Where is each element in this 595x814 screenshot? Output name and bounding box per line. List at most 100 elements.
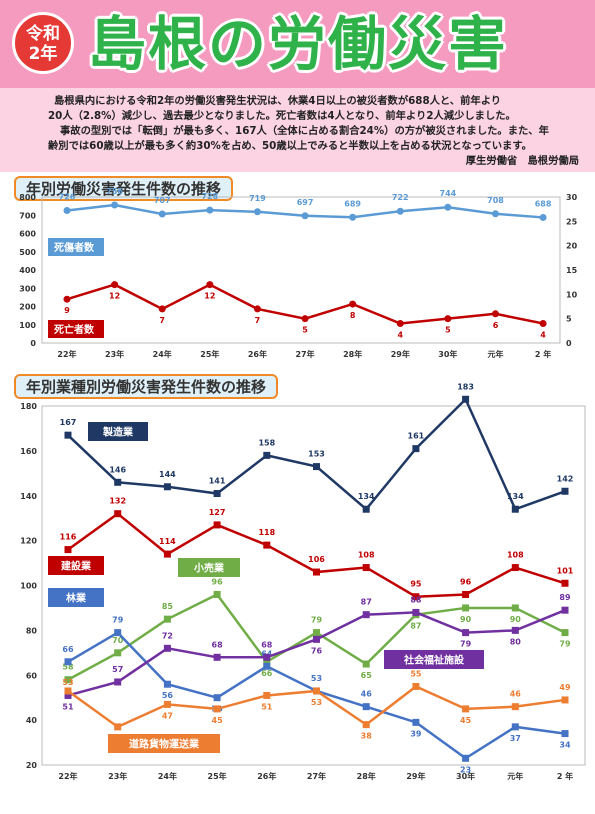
chart1-y-right-tick: 20 (566, 242, 578, 251)
chart2-legend-label: 建設業 (60, 560, 92, 573)
chart2-legend-box (108, 734, 220, 753)
chart2-point (263, 658, 271, 666)
chart2-point (511, 564, 519, 572)
source-credit: 厚生労働省 島根労働局 (465, 155, 579, 167)
chart2-point (462, 395, 470, 403)
chart2-point (114, 478, 122, 486)
chart2-data-label: 45 (460, 716, 472, 725)
chart2-point (114, 510, 122, 518)
chart2-point (64, 431, 72, 439)
chart2-data-label: 158 (258, 438, 275, 447)
chart1-point (63, 207, 71, 215)
chart2-point (462, 754, 470, 762)
chart2-y-tick: 140 (20, 492, 37, 501)
chart1-y-left-tick: 400 (19, 266, 36, 275)
chart2-legend-label: 小売業 (193, 562, 225, 575)
chart2-point (511, 604, 519, 612)
chart1-x-tick: 29年 (391, 349, 410, 359)
chart2-data-label: 56 (162, 691, 174, 700)
chart1-data-label: 4 (397, 331, 403, 340)
chart1-point (111, 281, 119, 289)
chart2-data-label: 37 (510, 734, 521, 743)
chart2-data-label: 34 (559, 741, 571, 750)
chart1-data-label: 7 (159, 316, 165, 325)
chart2-point (64, 546, 72, 554)
chart2-data-label: 144 (159, 470, 176, 479)
chart2-point (163, 550, 171, 558)
chart2-legend-box (48, 556, 104, 575)
chart2-point (362, 611, 370, 619)
chart2-data-label: 108 (507, 551, 524, 560)
chart1-y-left-tick: 800 (19, 193, 36, 202)
chart2-title: 年別業種別労働災害発生件数の推移 (14, 374, 279, 399)
chart2-data-label: 87 (361, 598, 372, 607)
chart1-data-label: 708 (487, 196, 504, 205)
chart1-legend-label: 死傷者数 (54, 241, 95, 254)
chart1-point (253, 305, 261, 313)
chart2-data-label: 51 (261, 702, 273, 711)
chart1-svg: 0 100 200 300 400 500 600 700 800 0 5 10 15 20 25 30 22年… (19, 187, 578, 359)
chart2-data-label: 80 (510, 637, 522, 646)
chart1-plot-frame (41, 196, 561, 344)
chart2-data-label: 134 (358, 492, 375, 501)
chart2-data-label: 108 (358, 551, 375, 560)
chart2-data-label: 38 (361, 732, 373, 741)
chart1-y-left-tick: 200 (19, 303, 36, 312)
chart2-data-label: 88 (410, 595, 422, 604)
chart2-point (114, 678, 122, 686)
chart1-point (111, 201, 119, 209)
chart2-point (462, 590, 470, 598)
chart2-legend-label: 林業 (66, 592, 87, 605)
chart2-legend-box (384, 650, 484, 669)
intro-line3: 事故の型別では「転倒」が最も多く、167人（全体に占める割合24%）の方が被災さ… (60, 125, 549, 137)
chart2-x-tick: 2 年 (557, 771, 573, 781)
chart1-data-label: 5 (302, 326, 308, 335)
chart2-data-label: 47 (162, 711, 173, 720)
chart2-point (263, 691, 271, 699)
chart2-data-label: 57 (112, 665, 123, 674)
chart2-y-tick: 80 (26, 626, 38, 635)
chart2-point (263, 541, 271, 549)
chart1-data-label: 12 (109, 292, 120, 301)
chart2-data-label: 96 (460, 577, 472, 586)
intro-line2: 20人（2.8%）減少し、過去最少となりました。死亡者数は4人となり、前年より2… (48, 110, 516, 122)
chart2-data-label: 70 (112, 636, 124, 645)
chart2-data-label: 66 (62, 645, 74, 654)
badge-line2: 2年 (28, 44, 58, 64)
chart2-data-label: 127 (209, 508, 226, 517)
chart2-data-label: 53 (311, 698, 322, 707)
chart2-data-label: 79 (311, 616, 323, 625)
chart2-y-tick: 40 (26, 716, 38, 725)
chart2-data-label: 183 (457, 382, 474, 391)
chart2-x-tick: 26年 (257, 771, 276, 781)
chart1-x-tick: 28年 (343, 349, 362, 359)
chart2-point (412, 608, 420, 616)
chart2-legend-box (178, 558, 240, 577)
chart2-legend-box (88, 422, 148, 441)
chart2-x-tick: 24年 (158, 771, 177, 781)
chart1-data-label: 728 (201, 192, 218, 201)
chart1-point (206, 281, 214, 289)
chart2-point (163, 644, 171, 652)
chart2-point (213, 653, 221, 661)
chart2-data-label: 116 (60, 533, 77, 542)
chart2-point (213, 521, 221, 529)
chart1-point (63, 295, 71, 303)
chart2-point (561, 696, 569, 704)
chart2-data-label: 141 (209, 477, 226, 486)
chart1-point (491, 210, 499, 218)
chart2-data-label: 153 (308, 450, 325, 459)
chart1-data-label: 6 (493, 321, 499, 330)
chart2-point (462, 604, 470, 612)
chart2-data-label: 49 (559, 683, 571, 692)
chart2-data-label: 114 (159, 537, 176, 546)
chart1-point (491, 310, 499, 318)
chart2-x-tick: 29年 (406, 771, 425, 781)
chart2-point (163, 680, 171, 688)
chart1-point (396, 207, 404, 215)
chart2-legend-box (48, 588, 104, 607)
chart2-point (362, 703, 370, 711)
chart2-point (163, 700, 171, 708)
chart1-point (539, 213, 547, 221)
